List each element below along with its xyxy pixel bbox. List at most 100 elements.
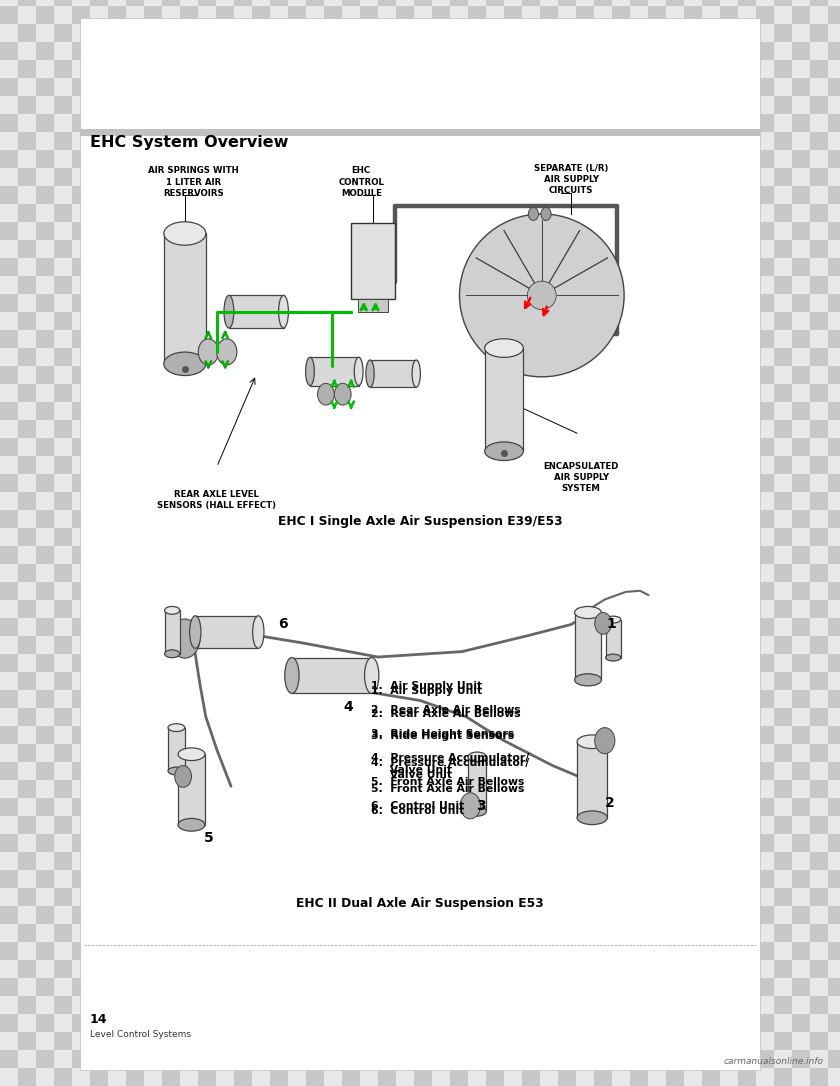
Bar [522, 618, 540, 636]
Bar [522, 276, 540, 294]
Bar [810, 996, 828, 1014]
Bar [684, 384, 702, 402]
Bar [288, 708, 306, 727]
Bar [378, 42, 396, 60]
Bar [252, 222, 270, 240]
Bar [90, 870, 108, 888]
Bar [810, 240, 828, 258]
Bar [252, 727, 270, 744]
Bar [486, 330, 504, 348]
Bar [18, 870, 36, 888]
Bar [558, 96, 576, 114]
Bar [90, 960, 108, 978]
Bar [648, 816, 666, 834]
Bar [90, 186, 108, 204]
Ellipse shape [168, 767, 185, 775]
Bar [774, 816, 792, 834]
Bar [126, 420, 144, 438]
Bar [90, 1050, 108, 1068]
Bar [216, 456, 234, 473]
Bar [504, 420, 522, 438]
Bar [216, 492, 234, 510]
Bar [324, 114, 342, 132]
Bar [108, 384, 126, 402]
Bar [396, 888, 414, 906]
Bar [144, 114, 162, 132]
Bar [0, 114, 18, 132]
Bar [126, 798, 144, 816]
Bar [18, 888, 36, 906]
Bar [630, 96, 648, 114]
Bar [18, 708, 36, 727]
Bar [792, 96, 810, 114]
Bar [234, 906, 252, 924]
Bar [468, 150, 486, 168]
Bar [630, 654, 648, 672]
Bar [414, 438, 432, 456]
Bar [0, 0, 18, 7]
Bar [414, 473, 432, 492]
Bar [522, 1050, 540, 1068]
Bar [0, 96, 18, 114]
Bar [432, 384, 450, 402]
Bar [504, 276, 522, 294]
Ellipse shape [577, 735, 607, 748]
Bar [396, 744, 414, 762]
Bar [162, 258, 180, 276]
Bar [468, 528, 486, 546]
Ellipse shape [575, 606, 601, 619]
Bar [468, 240, 486, 258]
Bar [828, 528, 840, 546]
Bar [36, 312, 54, 330]
Bar [756, 114, 774, 132]
Bar [540, 564, 558, 582]
Bar [414, 636, 432, 654]
Bar [594, 618, 612, 636]
Bar [144, 384, 162, 402]
Bar [648, 24, 666, 42]
Bar [72, 906, 90, 924]
Bar [342, 816, 360, 834]
Bar [828, 96, 840, 114]
Bar [216, 978, 234, 996]
Bar [342, 1050, 360, 1068]
Bar [558, 924, 576, 942]
Bar [720, 258, 738, 276]
Bar [648, 582, 666, 599]
Bar [558, 546, 576, 564]
Bar [522, 258, 540, 276]
Bar [252, 204, 270, 222]
Bar [198, 0, 216, 7]
Bar [162, 816, 180, 834]
Bar [270, 42, 288, 60]
Text: EHC II Dual Axle Air Suspension E53: EHC II Dual Axle Air Suspension E53 [297, 897, 543, 910]
Bar [756, 978, 774, 996]
Bar [540, 42, 558, 60]
Bar [162, 24, 180, 42]
Bar [486, 654, 504, 672]
Bar [504, 312, 522, 330]
Bar [558, 1014, 576, 1032]
Bar [468, 312, 486, 330]
Bar [324, 690, 342, 708]
Bar [396, 402, 414, 420]
Bar [270, 564, 288, 582]
Bar [594, 1050, 612, 1068]
Bar [72, 1050, 90, 1068]
Bar [414, 727, 432, 744]
Bar [792, 888, 810, 906]
Bar [54, 618, 72, 636]
Bar [792, 744, 810, 762]
Bar [162, 276, 180, 294]
Bar [144, 473, 162, 492]
Bar [342, 582, 360, 599]
Bar [126, 384, 144, 402]
Bar [576, 564, 594, 582]
Bar [828, 960, 840, 978]
Bar [360, 654, 378, 672]
Bar [396, 294, 414, 312]
Bar [0, 528, 18, 546]
Bar [216, 727, 234, 744]
Bar [738, 1032, 756, 1050]
Bar [576, 546, 594, 564]
